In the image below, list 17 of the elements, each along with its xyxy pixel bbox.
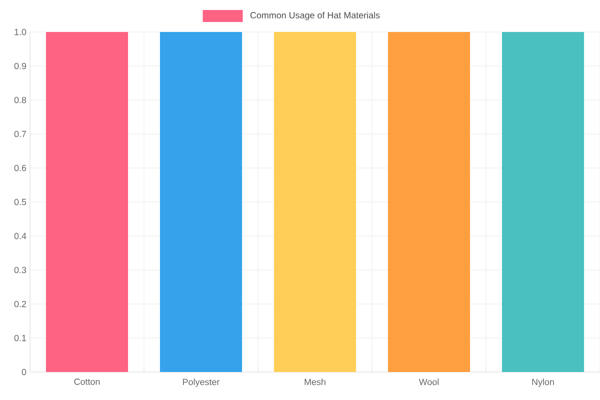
x-tick-label: Wool bbox=[418, 378, 439, 386]
x-tick-label: Nylon bbox=[532, 378, 554, 387]
legend-label: Common Usage of Hat Materials bbox=[250, 12, 380, 20]
y-tick-label: 0.6 bbox=[14, 164, 26, 172]
y-tick-label: 0.5 bbox=[14, 198, 26, 206]
x-tick-label: Mesh bbox=[304, 378, 326, 386]
y-tick-label: 0.7 bbox=[14, 130, 26, 138]
y-tick-label: 0 bbox=[22, 368, 26, 376]
y-tick-label: 0.3 bbox=[14, 266, 26, 274]
x-tick-label: Polyester bbox=[183, 378, 220, 387]
y-tick-label: 0.4 bbox=[14, 232, 26, 240]
y-tick-label: 1.0 bbox=[14, 28, 26, 36]
y-tick-label: 0.2 bbox=[14, 300, 26, 308]
x-tick-label: Cotton bbox=[74, 378, 100, 385]
y-tick-label: 0.8 bbox=[14, 96, 26, 104]
y-tick-label: 0.9 bbox=[14, 62, 26, 70]
y-tick-label: 0.1 bbox=[14, 334, 26, 342]
